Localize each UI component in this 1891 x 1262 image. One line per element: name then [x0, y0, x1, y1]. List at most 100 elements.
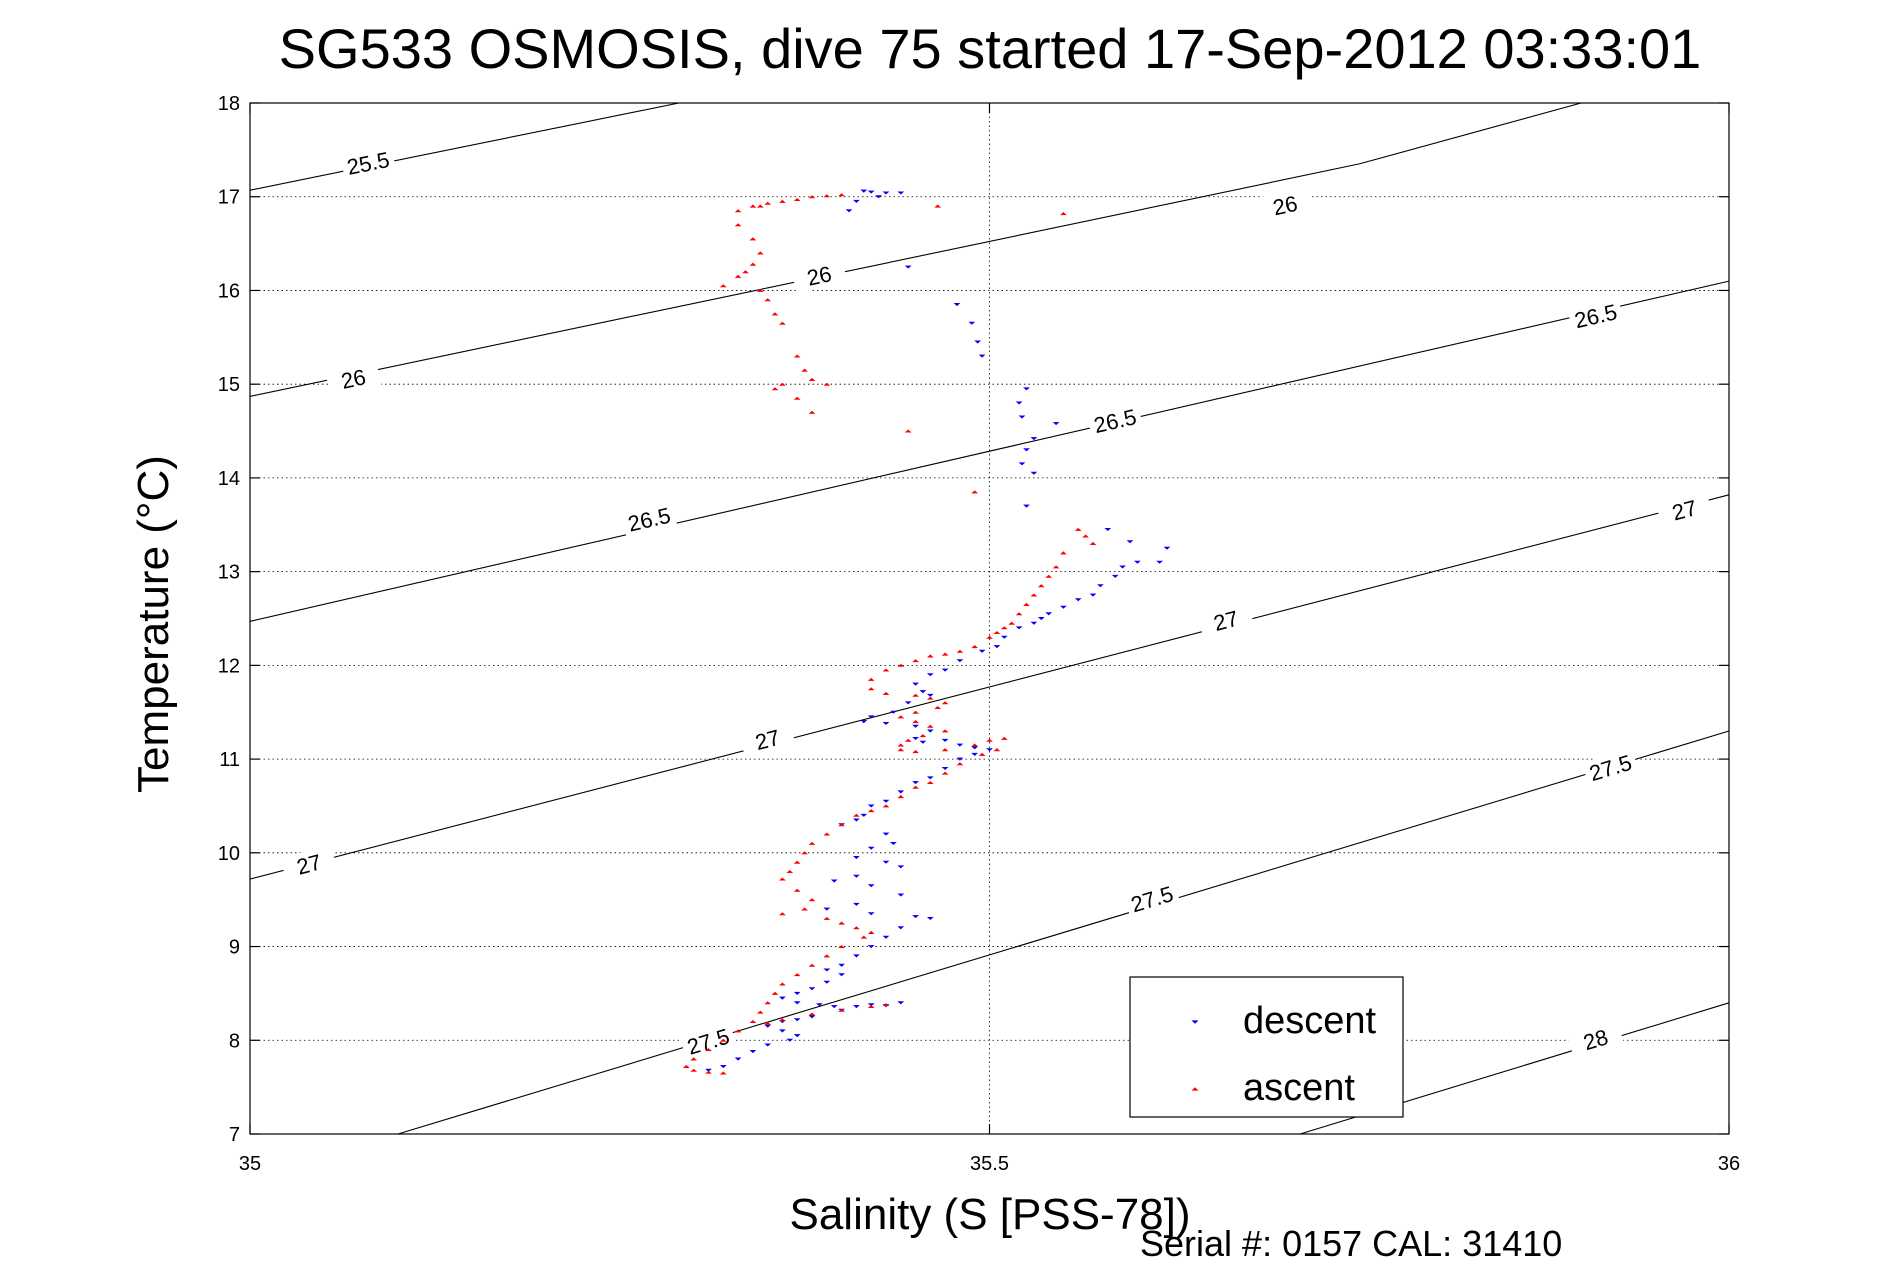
- ascent-point: [897, 743, 905, 747]
- descent-point: [1000, 635, 1008, 639]
- ascent-point: [756, 1010, 764, 1014]
- ascent-point: [793, 973, 801, 977]
- contour-label-bg: [1567, 297, 1624, 335]
- descent-point: [926, 729, 934, 733]
- descent-point: [897, 191, 905, 195]
- descent-point: [793, 1001, 801, 1005]
- descent-point: [912, 915, 919, 919]
- ascent-point: [926, 724, 934, 728]
- density-contour: [249, 494, 1730, 880]
- descent-point: [1015, 401, 1023, 405]
- ascent-point: [986, 635, 993, 639]
- contour-label: 27: [294, 849, 324, 879]
- ascent-point: [860, 935, 868, 939]
- descent-point: [853, 199, 860, 204]
- descent-point: [830, 879, 838, 883]
- descent-point: [830, 1005, 838, 1009]
- ascent-point: [1052, 565, 1060, 569]
- ascent-point: [1023, 602, 1030, 606]
- contour-label-bg: [1123, 878, 1181, 919]
- ascent-point: [941, 771, 949, 775]
- descent-point: [860, 720, 868, 724]
- descent-point: [897, 865, 905, 869]
- ascent-point: [793, 354, 801, 358]
- y-tick-label: 7: [229, 1124, 240, 1146]
- ascent-point: [941, 729, 949, 733]
- ascent-point: [971, 644, 979, 649]
- ascent-point: [779, 877, 786, 881]
- ascent-point: [808, 410, 816, 414]
- ascent-point: [904, 429, 912, 433]
- ascent-point: [682, 1064, 690, 1068]
- descent-point: [882, 832, 890, 836]
- ascent-point: [705, 1048, 712, 1052]
- ascent-point: [690, 1068, 698, 1072]
- ascent-point: [941, 652, 949, 656]
- contour-label-bg: [325, 360, 382, 397]
- descent-point: [1119, 565, 1126, 569]
- ascent-point: [926, 696, 934, 700]
- y-tick-label: 13: [218, 562, 240, 584]
- ascent-point: [934, 204, 942, 208]
- descent-point: [897, 1001, 905, 1005]
- descent-point: [853, 1005, 860, 1009]
- legend: descent ascent: [1129, 976, 1404, 1118]
- descent-point: [838, 973, 845, 977]
- contour-label-bg: [1655, 490, 1713, 529]
- descent-point: [853, 818, 860, 822]
- descent-point: [1015, 626, 1023, 630]
- contour-label: 26: [805, 261, 834, 291]
- ascent-point: [749, 237, 757, 241]
- ascent-point: [926, 654, 934, 658]
- density-contour: [249, 102, 1582, 397]
- plot-frame: [249, 102, 1730, 1135]
- descent-point: [786, 1038, 794, 1042]
- ascent-point: [779, 912, 786, 916]
- y-tick-label: 14: [218, 468, 240, 490]
- ascent-point: [801, 907, 808, 911]
- descent-point: [1097, 584, 1104, 588]
- descent-point: [838, 963, 845, 967]
- descent-point: [867, 1003, 875, 1007]
- contour-label: 27: [753, 725, 783, 755]
- ascent-point: [867, 677, 875, 681]
- descent-point: [904, 701, 912, 705]
- serial-cal-footer: Serial #: 0157 CAL: 31410: [1140, 1223, 1562, 1262]
- x-tick-label: 36: [1718, 1153, 1740, 1175]
- ascent-point: [1089, 541, 1097, 546]
- descent-point: [867, 190, 875, 194]
- data-points: [682, 189, 1171, 1075]
- ascent-point: [719, 284, 727, 288]
- descent-point: [1126, 540, 1134, 544]
- ascent-point: [853, 926, 860, 930]
- descent-point: [968, 321, 976, 325]
- descent-point: [882, 191, 890, 195]
- ascent-point: [1045, 574, 1053, 578]
- descent-point: [734, 1057, 742, 1061]
- contour-label: 26: [339, 364, 368, 394]
- descent-point: [986, 748, 993, 752]
- legend-ascent-marker: [1191, 1087, 1199, 1091]
- descent-marker: [1191, 1020, 1199, 1024]
- descent-point: [1060, 605, 1067, 609]
- contour-label-bg: [340, 145, 397, 181]
- ascent-point: [838, 1008, 845, 1012]
- ascent-point: [756, 251, 764, 255]
- ascent-point: [882, 804, 890, 808]
- ascent-point: [986, 738, 993, 742]
- ascent-point: [749, 204, 757, 208]
- descent-point: [974, 340, 982, 344]
- ascent-point: [1060, 211, 1067, 216]
- ascent-point: [978, 752, 986, 756]
- descent-point: [867, 715, 875, 719]
- series-ascent: [682, 193, 1097, 1075]
- descent-point: [993, 645, 1001, 649]
- contour-label-bg: [1256, 186, 1314, 224]
- descent-point: [823, 980, 831, 984]
- descent-point: [882, 799, 890, 803]
- descent-point: [793, 991, 801, 996]
- ascent-point: [764, 1001, 772, 1005]
- ascent-point: [971, 490, 979, 494]
- descent-point: [897, 893, 905, 897]
- descent-point: [875, 195, 882, 199]
